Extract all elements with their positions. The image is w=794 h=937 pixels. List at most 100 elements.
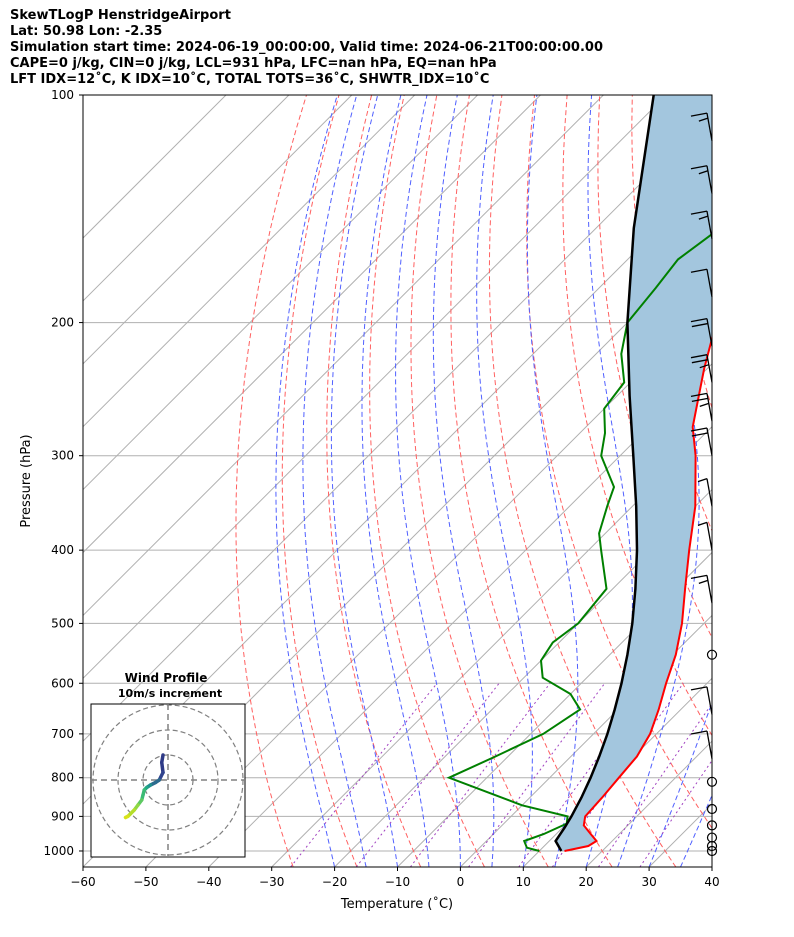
dry-adiabat: [281, 95, 358, 867]
hodograph-plot: [91, 704, 245, 857]
isotherm: [83, 95, 604, 617]
wind-barb: [697, 521, 713, 551]
mixing-ratio-line: [639, 759, 712, 867]
location-line: Lat: 50.98 Lon: -2.35: [10, 24, 163, 39]
dry-adiabat: [450, 95, 613, 867]
wind-barb: [690, 427, 713, 456]
hodograph-title: Wind Profile: [125, 671, 208, 685]
x-tick-label: 10: [516, 875, 531, 889]
y-tick-label: 300: [51, 449, 74, 463]
y-tick-label: 600: [51, 676, 74, 690]
moist-adiabat: [617, 95, 700, 867]
isotherm: [460, 614, 712, 867]
wind-barb: [690, 112, 713, 142]
isotherm: [83, 95, 478, 491]
wind-barb-calm: [706, 803, 718, 815]
cin-cape-shading: [555, 95, 712, 851]
x-tick-label: −30: [259, 875, 284, 889]
x-tick-label: −50: [133, 875, 158, 889]
x-tick-label: 20: [579, 875, 594, 889]
time-line: Simulation start time: 2024-06-19_00:00:…: [10, 40, 603, 55]
moist-adiabat: [395, 95, 461, 867]
hodograph-subtitle: 10m/s increment: [118, 687, 222, 700]
temperature-line: [564, 333, 712, 852]
mixing-ratio-line: [468, 683, 606, 867]
wind-barb: [697, 477, 713, 507]
x-tick-label: 30: [641, 875, 656, 889]
isotherm: [334, 488, 712, 867]
wind-barb-calm: [706, 820, 718, 831]
mixing-ratio-line: [290, 682, 438, 867]
wind-barb: [690, 574, 713, 604]
moist-adiabat: [680, 794, 712, 867]
wind-barb: [690, 268, 713, 298]
isotherm: [397, 551, 712, 867]
parcel-line: [554, 95, 655, 852]
isotherm: [83, 95, 353, 365]
isotherm: [711, 866, 712, 867]
mixing-ratio-line: [355, 682, 500, 867]
x-tick-label: 40: [704, 875, 719, 889]
x-tick-label: 0: [457, 875, 465, 889]
wind-barb: [690, 730, 713, 759]
isotherm: [145, 300, 712, 867]
dry-adiabat: [488, 95, 677, 867]
x-axis-label: Temperature (˚C): [340, 896, 453, 912]
dry-adiabat: [730, 95, 794, 867]
moist-adiabat: [711, 865, 712, 867]
isotherm: [83, 95, 416, 428]
moist-adiabat: [432, 95, 495, 867]
wind-barb-calm: [706, 649, 718, 660]
moist-adiabat: [361, 95, 430, 867]
chart-header: SkewTLogP HenstridgeAirport Lat: 50.98 L…: [10, 8, 603, 88]
x-axis: −60 −50 −40 −30 −20 −10 0 10 20 30 40: [70, 867, 720, 889]
dry-adiabat: [235, 95, 307, 867]
dry-adiabat: [369, 95, 485, 867]
dry-adiabat: [562, 95, 712, 737]
wind-barb: [690, 354, 713, 383]
y-tick-label: 800: [51, 771, 74, 785]
background-lines: [83, 95, 794, 867]
y-tick-label: 500: [51, 616, 74, 630]
y-tick-label: 900: [51, 809, 74, 823]
isotherm: [83, 111, 712, 742]
wind-barb: [690, 686, 713, 715]
isotherm: [83, 95, 227, 239]
wind-barb-calm: [706, 845, 718, 857]
dewpoint-line: [446, 232, 712, 852]
hodograph-segment: [123, 814, 130, 820]
y-axis-label: Pressure (hPa): [19, 434, 34, 527]
wind-barbs: [690, 112, 718, 857]
dry-adiabat: [763, 95, 794, 867]
cape-line: CAPE=0 j/kg, CIN=0 j/kg, LCL=931 hPa, LF…: [10, 56, 497, 71]
wind-barb: [690, 210, 713, 240]
dry-adiabat: [326, 95, 422, 867]
moist-adiabat: [526, 95, 579, 867]
dry-adiabat: [410, 95, 549, 867]
moist-adiabat: [330, 95, 398, 867]
isotherm: [83, 95, 290, 302]
isotherm: [83, 95, 541, 554]
isotherm: [522, 677, 712, 867]
wind-barb: [690, 165, 713, 194]
wind-barb: [690, 392, 713, 422]
y-tick-label: 200: [51, 316, 74, 330]
moist-adiabat: [275, 95, 338, 867]
y-tick-label: 1000: [43, 844, 74, 858]
moist-adiabat: [302, 95, 367, 867]
x-tick-label: −20: [322, 875, 347, 889]
sounding-layer: [446, 95, 712, 852]
dry-adiabat: [597, 95, 712, 639]
x-tick-label: −40: [196, 875, 221, 889]
hodograph-inset: Wind Profile 10m/s increment: [90, 671, 246, 858]
wind-barb-calm: [706, 832, 718, 843]
y-tick-label: 100: [51, 88, 74, 102]
mixing-ratio-line: [409, 682, 551, 867]
chart-title: SkewTLogP HenstridgeAirport: [10, 8, 231, 23]
mixing-ratio-line: [597, 702, 712, 867]
dry-adiabat: [526, 95, 712, 829]
y-axis: 100 200 300 400 500 600 700 800 900 1000: [43, 88, 83, 858]
x-tick-label: −10: [385, 875, 410, 889]
indices-line: LFT IDX=12˚C, K IDX=10˚C, TOTAL TOTS=36˚…: [10, 72, 490, 87]
